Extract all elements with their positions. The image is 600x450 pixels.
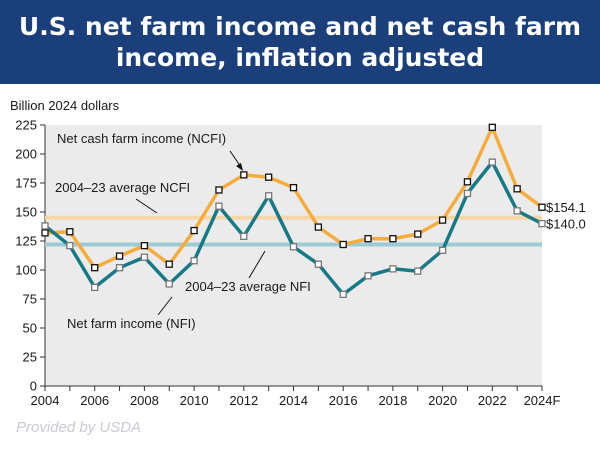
y-tick-label: 150 — [15, 205, 37, 220]
x-tick-label: 2006 — [80, 393, 109, 408]
nfi-point — [339, 290, 347, 299]
x-tick-label: 2022 — [478, 393, 507, 408]
nfi-point — [115, 264, 124, 272]
ncfi-series-label: Net cash farm income (NCFI) — [57, 131, 226, 146]
ncfi-average-leader-line — [135, 198, 158, 214]
y-tick-label: 75 — [23, 292, 37, 307]
x-tick-label: 2024F — [524, 393, 561, 408]
x-tick-label: 2012 — [229, 393, 258, 408]
ncfi-point — [165, 260, 173, 268]
nfi-end-value-label: $140.0 — [546, 217, 586, 232]
x-tick-label: 2010 — [180, 393, 209, 408]
nfi-point — [190, 257, 198, 265]
y-tick-label: 25 — [23, 350, 37, 365]
y-tick-label: 200 — [15, 147, 37, 162]
nfi-point — [66, 241, 74, 250]
ncfi-point — [115, 252, 124, 260]
x-tick-label: 2004 — [31, 393, 60, 408]
nfi-point — [264, 192, 273, 200]
ncfi-point — [364, 235, 372, 243]
title-bar: U.S. net farm income and net cash farm i… — [0, 0, 600, 84]
ncfi-point — [264, 173, 273, 181]
nfi-point — [438, 246, 447, 254]
ncfi-point — [538, 203, 546, 211]
ncfi-point — [66, 228, 74, 236]
x-tick-label: 2018 — [378, 393, 407, 408]
ncfi-point — [140, 241, 149, 250]
y-tick-label: 100 — [15, 263, 37, 278]
ncfi-end-value-label: $154.1 — [546, 200, 586, 215]
y-tick-label: 50 — [23, 321, 37, 336]
chart-title-line-2: income, inflation adjusted — [115, 43, 485, 72]
y-tick-label: 225 — [15, 118, 37, 133]
footer-credit: Provided by USDA — [16, 419, 142, 436]
ncfi-point — [438, 216, 447, 224]
plot-background — [45, 125, 542, 386]
x-tick-label: 2020 — [428, 393, 457, 408]
chart-title-line-1: U.S. net farm income and net cash farm — [18, 12, 582, 41]
nfi-point — [240, 232, 248, 241]
y-tick-label: 0 — [30, 379, 37, 394]
y-tick-label: 175 — [15, 176, 37, 191]
ncfi-point — [240, 171, 248, 179]
ncfi-point — [314, 223, 323, 231]
x-tick-label: 2008 — [130, 393, 159, 408]
nfi-average-label: 2004–23 average NFI — [185, 279, 311, 294]
ncfi-point — [488, 123, 496, 131]
ncfi-leader-arrowhead — [236, 163, 243, 171]
ncfi-point — [289, 183, 298, 192]
ncfi-point — [215, 186, 223, 194]
ncfi-point — [339, 240, 347, 249]
ncfi-point — [389, 235, 397, 243]
farm-income-chart: Billion 2024 dollars 0 25 50 75 100 125 150 175 2… — [10, 98, 586, 408]
y-tick-label: 125 — [15, 234, 37, 249]
nfi-point — [488, 158, 496, 166]
nfi-point — [215, 202, 223, 210]
ncfi-point — [463, 178, 472, 186]
x-tick-label: 2016 — [329, 393, 358, 408]
ncfi-average-label: 2004–23 average NCFI — [55, 180, 190, 195]
nfi-point — [389, 265, 397, 273]
nfi-series-label: Net farm income (NFI) — [67, 316, 196, 331]
nfi-point — [41, 222, 49, 230]
x-tick-label: 2014 — [279, 393, 308, 408]
nfi-point — [414, 267, 422, 275]
nfi-point — [314, 260, 323, 268]
nfi-leader-line — [157, 296, 173, 316]
ncfi-point — [414, 230, 422, 238]
ncfi-point — [513, 185, 521, 193]
ncfi-point — [41, 229, 49, 237]
nfi-point — [289, 243, 298, 251]
nfi-point — [140, 253, 149, 261]
ncfi-point — [190, 226, 198, 235]
nfi-point — [513, 207, 521, 215]
ncfi-point — [91, 264, 99, 272]
nfi-average-leader-line — [248, 250, 266, 279]
nfi-point — [364, 272, 372, 280]
nfi-point — [538, 219, 546, 228]
nfi-point — [91, 283, 99, 292]
y-axis-title: Billion 2024 dollars — [10, 98, 120, 113]
nfi-point — [463, 189, 472, 198]
nfi-point — [165, 280, 173, 288]
